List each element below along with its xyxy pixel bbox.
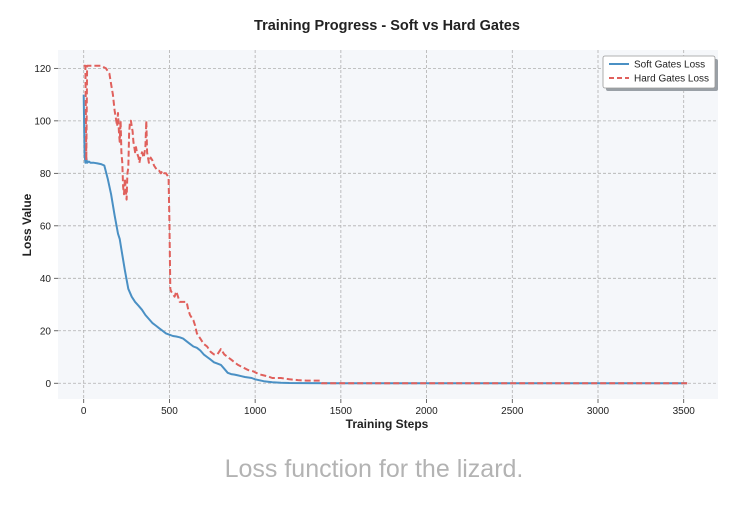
plot-area [58,50,718,399]
y-tick-label: 60 [40,221,52,232]
hard-gates-loss-line [83,64,688,385]
series-lines [82,64,688,385]
x-tick-label: 3500 [673,406,696,417]
soft-gates-loss-line [82,94,688,385]
chart-title: Training Progress - Soft vs Hard Gates [254,18,520,34]
x-tick-label: 2500 [501,406,524,417]
y-axis-label: Loss Value [20,193,34,256]
x-tick-label: 500 [161,406,178,417]
x-tick-label: 3000 [587,406,610,417]
x-tick-label: 1000 [244,406,267,417]
caption: Loss function for the lizard. [224,455,524,483]
x-tick-label: 2000 [415,406,438,417]
x-ticks: 0 500 1000 1500 2000 2500 3000 3500 [81,399,695,417]
legend: Soft Gates Loss Hard Gates Loss [602,55,718,91]
legend-hard-label: Hard Gates Loss [634,74,709,85]
y-tick-label: 100 [34,116,51,127]
y-ticks: 0 20 40 60 80 100 120 [34,64,58,390]
y-tick-label: 40 [40,274,52,285]
legend-box [602,55,716,89]
grid [58,50,718,399]
y-tick-label: 0 [45,379,51,390]
y-tick-label: 120 [34,64,51,75]
y-tick-label: 80 [40,169,52,180]
legend-soft-label: Soft Gates Loss [634,60,705,71]
x-tick-label: 0 [81,406,87,417]
x-axis-label: Training Steps [346,417,429,431]
chart: Training Progress - Soft vs Hard Gates 0… [20,18,718,431]
y-tick-label: 20 [40,326,52,337]
x-tick-label: 1500 [330,406,353,417]
